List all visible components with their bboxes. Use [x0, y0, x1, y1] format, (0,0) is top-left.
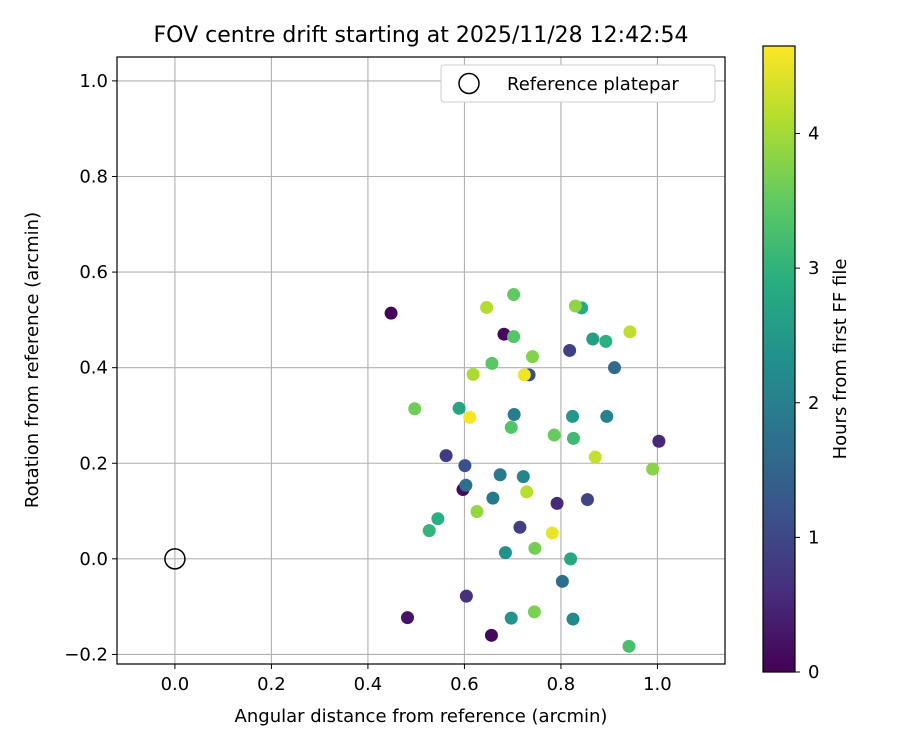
- data-point: [486, 491, 500, 505]
- data-point: [470, 505, 484, 519]
- x-tick-label: 1.0: [643, 674, 672, 695]
- y-tick-label: 0.8: [79, 166, 108, 187]
- data-point: [498, 546, 512, 560]
- data-point: [504, 611, 518, 625]
- reference-marker-group: [164, 548, 186, 570]
- data-points: [384, 288, 666, 653]
- data-point: [555, 574, 569, 588]
- data-point: [586, 332, 600, 346]
- data-point: [547, 428, 561, 442]
- y-axis-label: Rotation from reference (arcmin): [22, 212, 43, 508]
- data-point: [580, 493, 594, 507]
- data-point: [431, 512, 445, 526]
- colorbar-label: Hours from first FF file: [830, 259, 851, 460]
- data-point: [646, 462, 660, 476]
- data-point: [439, 449, 453, 463]
- data-point: [545, 526, 559, 540]
- data-point: [623, 325, 637, 339]
- y-tick-label: 0.0: [79, 549, 108, 570]
- data-point: [507, 408, 521, 422]
- data-point: [493, 468, 507, 482]
- grid: [117, 57, 725, 664]
- colorbar-gradient: [762, 45, 796, 673]
- x-tick-label: 0.4: [354, 674, 383, 695]
- data-point: [507, 288, 521, 302]
- x-tick-label: 0.2: [257, 674, 286, 695]
- data-point: [599, 334, 613, 348]
- data-point: [563, 343, 577, 357]
- data-point: [458, 459, 472, 473]
- y-tick-label: −0.2: [64, 644, 108, 665]
- data-point: [520, 485, 534, 499]
- data-point: [463, 410, 477, 424]
- data-point: [568, 299, 582, 313]
- legend: Reference platepar: [440, 64, 716, 103]
- data-point: [566, 409, 580, 423]
- data-point: [517, 368, 531, 382]
- data-point: [550, 496, 564, 510]
- data-point: [513, 520, 527, 534]
- colorbar-tick-label: 1: [808, 527, 819, 548]
- x-tick-label: 0.6: [450, 674, 479, 695]
- data-point: [652, 434, 666, 448]
- data-point: [516, 470, 530, 484]
- data-point: [485, 356, 499, 370]
- legend-marker-icon: [458, 72, 480, 95]
- y-tick-label: 0.2: [79, 453, 108, 474]
- data-point: [422, 524, 436, 538]
- plot-frame: [116, 56, 726, 665]
- x-tick-label: 0.8: [547, 674, 576, 695]
- data-point: [466, 367, 480, 381]
- x-axis-ticks: 0.0 0.2 0.4 0.6 0.8 1.0: [161, 664, 672, 695]
- data-point: [527, 605, 541, 619]
- data-point: [459, 589, 473, 603]
- data-point: [400, 611, 414, 625]
- data-point: [525, 350, 539, 364]
- y-tick-label: 1.0: [79, 71, 108, 92]
- colorbar-ticks: 0 1 2 3 4: [795, 124, 819, 683]
- data-point: [566, 612, 580, 626]
- data-point: [607, 361, 621, 375]
- x-tick-label: 0.0: [161, 674, 190, 695]
- data-point: [507, 330, 521, 344]
- y-tick-label: 0.6: [79, 262, 108, 283]
- colorbar-tick-label: 2: [808, 393, 819, 414]
- data-point: [588, 450, 602, 464]
- chart-title: FOV centre drift starting at 2025/11/28 …: [154, 23, 689, 48]
- x-axis-label: Angular distance from reference (arcmin): [235, 706, 608, 727]
- data-point: [504, 420, 518, 434]
- data-point: [566, 431, 580, 445]
- data-point: [408, 402, 422, 416]
- data-point: [622, 639, 636, 653]
- data-point: [384, 306, 398, 320]
- data-point: [564, 552, 578, 566]
- reference-platepar-marker: [164, 548, 186, 570]
- colorbar-tick-label: 0: [808, 662, 819, 683]
- colorbar-tick-label: 4: [808, 124, 819, 145]
- y-axis-ticks: −0.2 0.0 0.2 0.4 0.6 0.8 1.0: [64, 71, 117, 665]
- data-point: [528, 541, 542, 555]
- data-point: [484, 628, 498, 642]
- legend-label: Reference platepar: [507, 74, 679, 95]
- colorbar-tick-label: 3: [808, 258, 819, 279]
- colorbar: 0 1 2 3 4 Hours from first FF file: [762, 45, 851, 683]
- data-point: [452, 401, 466, 415]
- legend-box: [440, 64, 716, 103]
- y-tick-label: 0.4: [79, 358, 108, 379]
- data-point: [600, 409, 614, 423]
- data-point: [480, 300, 494, 314]
- data-point: [459, 478, 473, 492]
